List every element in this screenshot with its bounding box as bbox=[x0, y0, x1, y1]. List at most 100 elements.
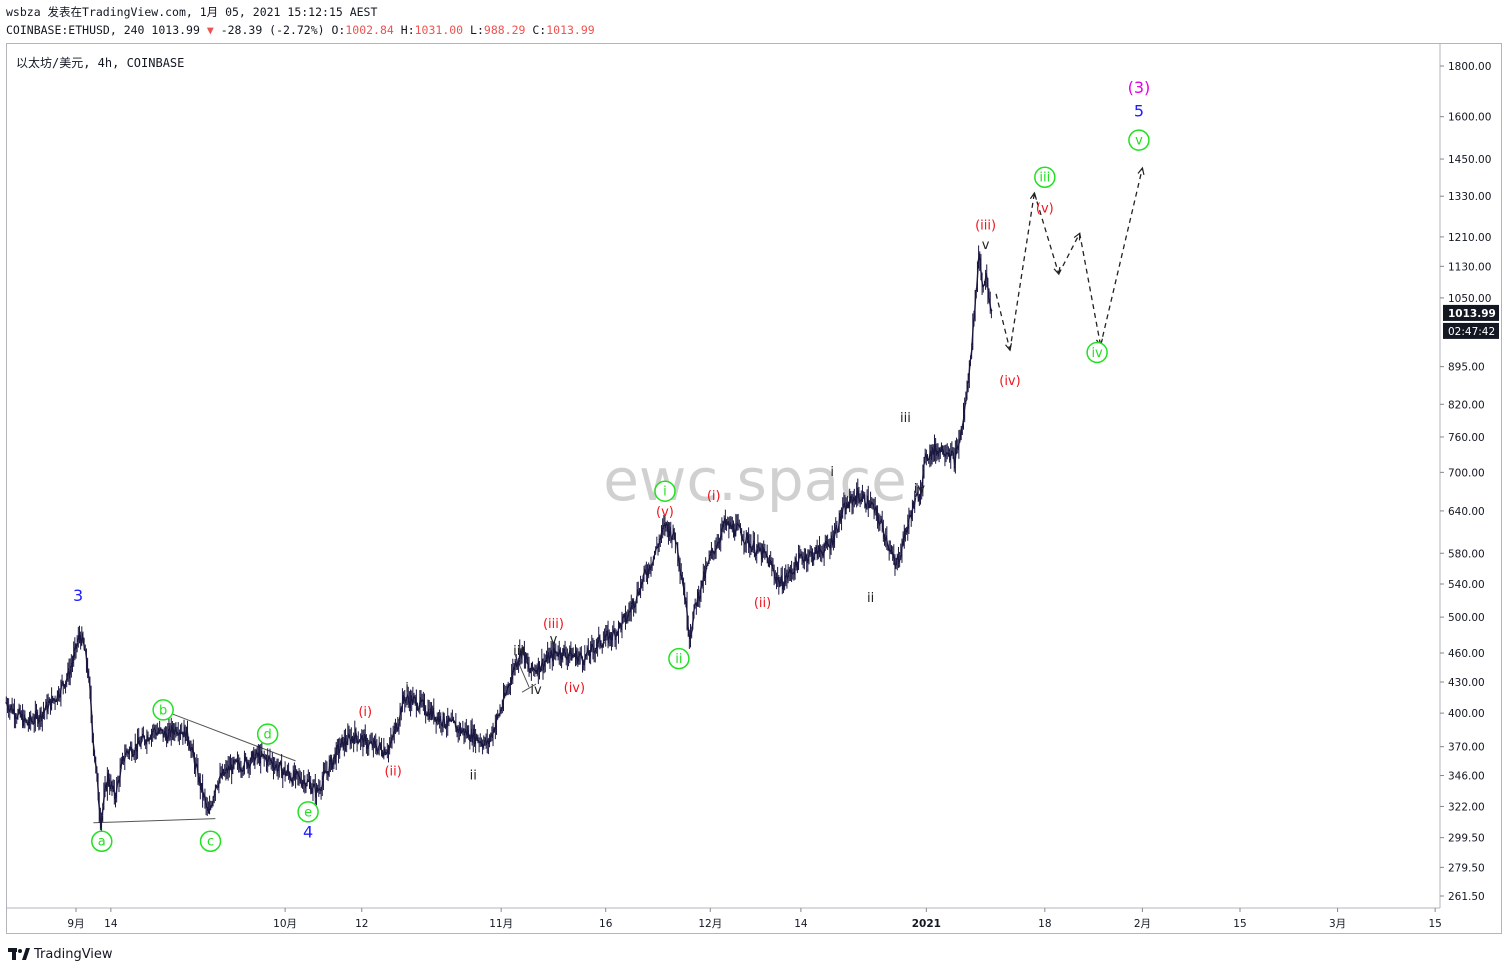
candle-body bbox=[525, 653, 529, 663]
x-tick-label: 2月 bbox=[1134, 918, 1151, 930]
candle-body bbox=[132, 753, 136, 756]
x-tick-label: 9月 bbox=[67, 918, 84, 930]
candle-body bbox=[782, 586, 785, 590]
down-arrow-icon: ▼ bbox=[206, 23, 214, 37]
countdown-tag bbox=[1443, 322, 1499, 339]
countdown-tag-text: 02:47:42 bbox=[1448, 326, 1495, 338]
wave-label: 3 bbox=[73, 586, 83, 605]
candle-body bbox=[629, 604, 633, 612]
candle-body bbox=[191, 746, 195, 757]
wave-label-circle bbox=[654, 480, 676, 502]
candle-body bbox=[706, 562, 710, 565]
candle-body bbox=[344, 737, 347, 745]
wave-label-circle bbox=[199, 830, 222, 852]
candle-body bbox=[187, 739, 191, 747]
candle-body bbox=[962, 413, 966, 426]
candle-body bbox=[304, 784, 308, 789]
candle-body bbox=[281, 771, 285, 778]
candle-body bbox=[620, 619, 624, 630]
candle-body bbox=[775, 578, 778, 581]
candle-body bbox=[376, 748, 380, 753]
candle-body bbox=[692, 604, 696, 617]
y-tick-label: 400.00 bbox=[1448, 708, 1485, 720]
wave-label: iv bbox=[914, 482, 926, 497]
candle-body bbox=[625, 619, 629, 623]
candle-body bbox=[898, 558, 902, 563]
candle-body bbox=[642, 569, 646, 577]
candle-body bbox=[501, 693, 505, 706]
candle-body bbox=[231, 760, 235, 774]
candle-body bbox=[823, 541, 827, 549]
candle-body bbox=[72, 651, 76, 662]
wave-label: b bbox=[159, 703, 167, 718]
candle-body bbox=[949, 451, 953, 460]
candle-body bbox=[713, 549, 717, 554]
candle-body bbox=[715, 542, 719, 549]
candle-body bbox=[778, 583, 782, 587]
wave-label: i bbox=[405, 681, 409, 696]
candle-body bbox=[690, 629, 694, 635]
price-tags: 1013.99 02:47:42 bbox=[1443, 304, 1499, 339]
candle-body bbox=[755, 548, 759, 555]
wave-label: ii bbox=[470, 768, 477, 783]
candle-body bbox=[840, 514, 844, 521]
candle-body bbox=[89, 695, 93, 718]
candle-body bbox=[682, 583, 686, 591]
wave-label: iv bbox=[1091, 346, 1103, 361]
candle-body bbox=[967, 362, 971, 381]
candle-body bbox=[678, 564, 682, 574]
candle-body bbox=[87, 674, 91, 680]
candle-body bbox=[354, 728, 358, 738]
y-tick-label: 895.00 bbox=[1448, 362, 1485, 374]
footer[interactable]: TradingView bbox=[8, 946, 113, 962]
candle-body bbox=[545, 659, 548, 662]
candle-body bbox=[558, 649, 562, 659]
close-value: 1013.99 bbox=[546, 23, 595, 37]
candle-body bbox=[189, 748, 193, 752]
chart-frame[interactable] bbox=[6, 43, 1502, 934]
candle-body bbox=[960, 425, 964, 429]
candle-body bbox=[59, 683, 63, 697]
candle-body bbox=[548, 654, 552, 663]
candle-body bbox=[770, 562, 774, 569]
candle-body bbox=[143, 736, 147, 743]
candle-body bbox=[40, 713, 44, 721]
candle-body bbox=[50, 696, 54, 710]
y-tick-label: 299.50 bbox=[1448, 833, 1485, 845]
x-tick-label: 18 bbox=[1038, 918, 1051, 930]
trendline bbox=[514, 654, 530, 688]
candle-body bbox=[561, 649, 565, 660]
x-tick-label: 16 bbox=[599, 918, 613, 930]
candle-body bbox=[985, 273, 989, 281]
candle-body bbox=[978, 253, 982, 265]
candle-body bbox=[201, 783, 205, 798]
candle-body bbox=[93, 750, 97, 763]
candle-body bbox=[621, 615, 625, 619]
wave-label-circle bbox=[1086, 341, 1108, 364]
candle-body bbox=[983, 283, 986, 286]
candle-body bbox=[33, 722, 36, 725]
wave-label: v bbox=[982, 238, 990, 253]
candle-body bbox=[392, 728, 396, 736]
y-tick-label: 1600.00 bbox=[1448, 112, 1491, 124]
candle-body bbox=[570, 654, 574, 661]
candle-body bbox=[374, 742, 378, 750]
candle-body bbox=[906, 523, 910, 532]
candle-body bbox=[211, 798, 215, 805]
price-axis[interactable]: 1800.00 1600.00 1450.00 1330.00 1210.00 1130.… bbox=[1439, 44, 1491, 908]
candle-body bbox=[42, 711, 45, 714]
candle-body bbox=[665, 521, 669, 528]
candle-body bbox=[969, 357, 972, 363]
time-axis[interactable]: 9月 14 10月 12 11月 16 12月 14 2021 18 2月 15 3月 15 bbox=[7, 907, 1442, 930]
candle-body bbox=[863, 494, 867, 507]
x-tick-label: 12 bbox=[355, 918, 368, 930]
candle-body bbox=[848, 496, 852, 508]
candle-body bbox=[975, 289, 978, 292]
candle-body bbox=[414, 697, 418, 711]
low-label: L: bbox=[470, 23, 484, 37]
candle-body bbox=[732, 524, 735, 535]
y-tick-label: 346.00 bbox=[1448, 771, 1485, 783]
candle-body bbox=[586, 647, 590, 656]
y-tick-label: 640.00 bbox=[1448, 506, 1485, 518]
